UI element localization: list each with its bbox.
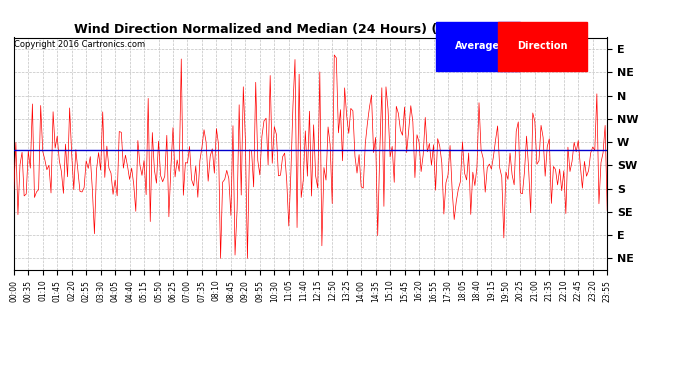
Title: Wind Direction Normalized and Median (24 Hours) (New) 20160706: Wind Direction Normalized and Median (24… [74,23,547,36]
Text: Copyright 2016 Cartronics.com: Copyright 2016 Cartronics.com [14,40,145,49]
Text: Direction: Direction [518,41,568,51]
Text: Average: Average [455,41,500,51]
